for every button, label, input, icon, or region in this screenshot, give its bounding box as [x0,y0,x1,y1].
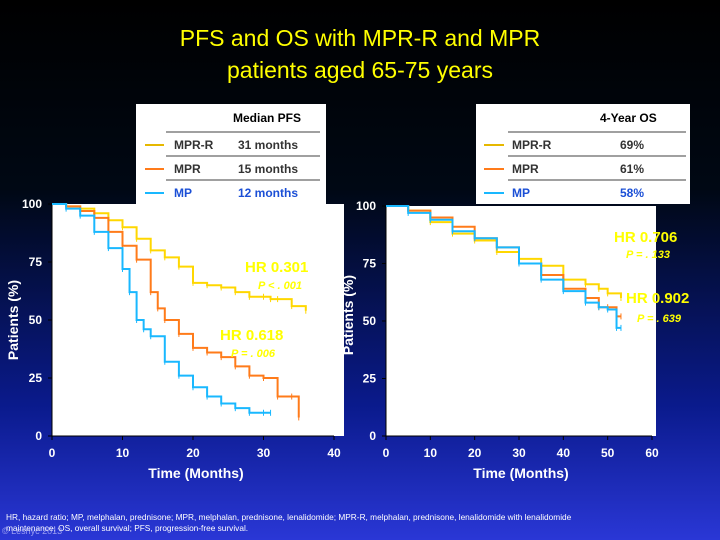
pfs-x-tick-label: 20 [186,446,200,460]
os-panel: 4-Year OS MPR-R 69% MPR 61% MP 58% 0 25 50… [340,104,690,481]
os-p-mprr: P = . 133 [626,249,670,261]
os-legend-rows: MPR-R 69% MPR 61% MP 58% [484,131,686,200]
os-legend-box [476,104,690,204]
os-series [386,205,622,331]
pfs-series-mpr [52,203,300,418]
os-x-tick-label: 30 [512,446,526,460]
os-y-axis-label: Patients (%) [340,275,356,355]
os-legend-value-mpr-r: 69% [620,138,644,152]
os-x-tick-label: 0 [383,446,390,460]
pfs-x-tick-label: 10 [116,446,130,460]
pfs-y-tick-label: 100 [22,197,42,211]
os-y-tick-label: 100 [356,199,376,213]
watermark: © Lesnyc 2013 [2,526,63,536]
pfs-x-axis-label: Time (Months) [148,465,243,481]
pfs-legend-box [136,104,326,204]
pfs-panel: Median PFS MPR-R 31 months MPR 15 months… [5,104,344,481]
pfs-legend-rows: MPR-R 31 months MPR 15 months MP 12 mont… [145,131,320,200]
pfs-x-tick-label: 40 [327,446,341,460]
os-plot-area [386,206,656,436]
pfs-series-mp [52,203,271,414]
pfs-y-tick-label: 0 [35,429,42,443]
os-x-axis-label: Time (Months) [473,465,568,481]
os-y-tick-label: 0 [369,429,376,443]
pfs-plot-area [52,204,344,436]
pfs-y-tick-label: 25 [29,371,43,385]
legend-value-mp: 12 months [238,186,298,200]
legend-label-mpr-r: MPR-R [174,138,214,152]
title-line-2: patients aged 65-75 years [227,57,493,83]
title-line-1: PFS and OS with MPR-R and MPR [179,25,541,51]
os-legend-title: 4-Year OS [600,111,657,125]
os-legend-value-mpr: 61% [620,162,644,176]
pfs-axes: 0 25 50 75 100 0 10 20 30 40 [22,197,341,460]
pfs-y-axis-label: Patients (%) [5,280,21,360]
pfs-hr-mpr: HR 0.618 [220,327,283,344]
pfs-y-tick-label: 50 [29,313,43,327]
pfs-x-tick-label: 0 [49,446,56,460]
footnote: HR, hazard ratio; MP, melphalan, prednis… [6,512,572,533]
pfs-y-tick-label: 75 [29,255,43,269]
os-legend-label-mpr-r: MPR-R [512,138,552,152]
os-x-tick-label: 50 [601,446,615,460]
legend-label-mp: MP [174,186,192,200]
pfs-p-mpr: P = . 006 [231,348,276,360]
pfs-hr-mprr: HR 0.301 [245,259,308,276]
os-y-tick-label: 75 [363,257,377,271]
os-legend-label-mp: MP [512,186,530,200]
os-x-tick-label: 40 [557,446,571,460]
os-axes: 0 25 50 75 100 0 10 20 30 40 50 60 [356,199,659,460]
os-hr-mpr: HR 0.902 [626,290,689,307]
legend-value-mpr-r: 31 months [238,138,298,152]
pfs-x-tick-label: 30 [257,446,271,460]
os-legend-label-mpr: MPR [512,162,539,176]
os-x-tick-label: 20 [468,446,482,460]
legend-value-mpr: 15 months [238,162,298,176]
pfs-p-mprr: P < . 001 [258,280,302,292]
pfs-series [52,203,307,421]
os-y-tick-label: 25 [363,372,377,386]
os-p-mpr: P = . 639 [637,313,682,325]
pfs-legend-title: Median PFS [233,111,301,125]
legend-label-mpr: MPR [174,162,201,176]
os-hr-mprr: HR 0.706 [614,229,677,246]
os-x-tick-label: 60 [645,446,659,460]
slide-title: PFS and OS with MPR-R and MPR patients a… [0,22,720,86]
os-series-mp [386,205,621,329]
os-x-tick-label: 10 [424,446,438,460]
os-y-tick-label: 50 [363,314,377,328]
os-legend-value-mp: 58% [620,186,644,200]
